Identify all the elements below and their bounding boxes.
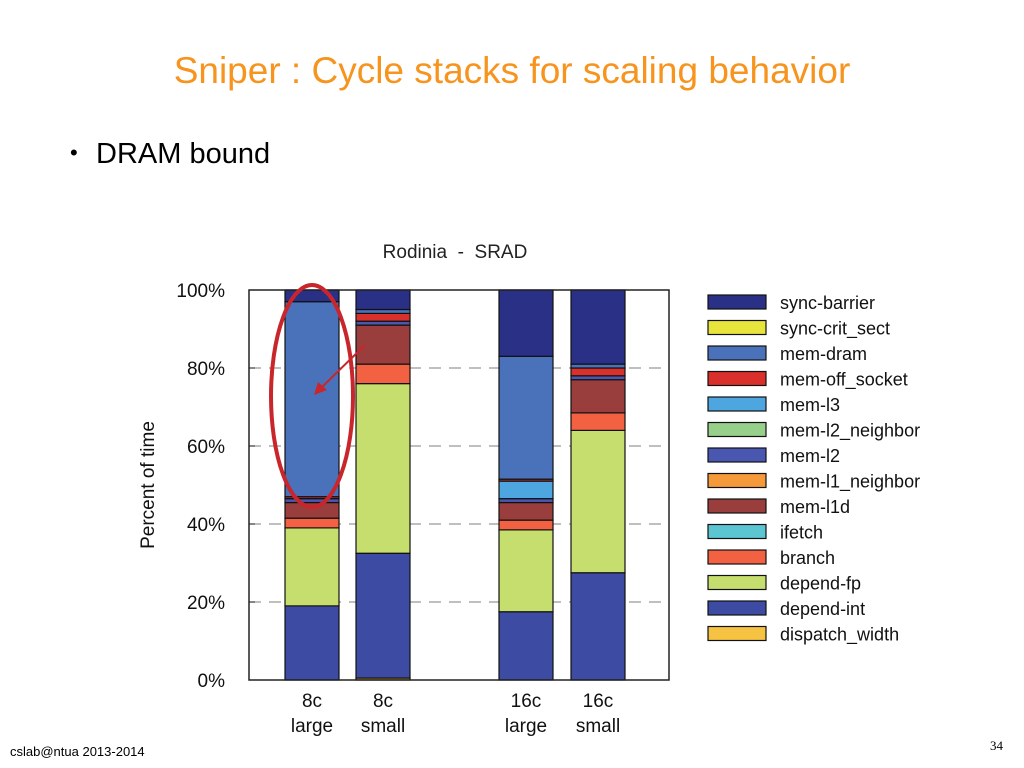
bar-segment-branch xyxy=(355,363,411,385)
y-axis-label: Percent of time xyxy=(138,421,159,549)
legend-label: mem-l3 xyxy=(780,395,840,415)
bar-segment-sync-barrier xyxy=(498,289,554,357)
legend-label: sync-crit_sect xyxy=(780,319,890,340)
y-tick-label: 100% xyxy=(176,281,225,302)
legend-label: mem-l2 xyxy=(780,446,840,466)
legend-label: depend-int xyxy=(780,599,865,619)
page-number: 34 xyxy=(990,738,1003,753)
bar-segment-mem-l1d xyxy=(284,501,340,519)
bar-segment-depend-int xyxy=(355,552,411,679)
legend-swatch xyxy=(707,421,767,438)
legend-swatch xyxy=(707,625,767,642)
legend-label: mem-dram xyxy=(780,344,867,364)
bar-segment-mem-off_socket xyxy=(570,367,626,377)
legend-label: mem-l1d xyxy=(780,497,850,517)
bar-segment-branch xyxy=(570,412,626,432)
legend-swatch xyxy=(707,498,767,514)
bar-segment-depend-fp xyxy=(570,429,626,574)
legend-swatch xyxy=(707,523,767,540)
y-tick-label: 60% xyxy=(187,437,225,458)
legend-swatch xyxy=(707,600,767,616)
x-tick-label: 16c xyxy=(511,691,542,712)
bar-segment-depend-fp xyxy=(355,383,411,554)
x-tick-label: large xyxy=(291,716,333,737)
bar-segment-sync-barrier xyxy=(355,289,411,311)
annotation xyxy=(269,283,366,509)
legend-label: depend-fp xyxy=(780,574,861,594)
legend-label: sync-barrier xyxy=(780,293,875,313)
bar-segment-branch xyxy=(284,517,340,529)
bar-segment-depend-int xyxy=(284,605,340,681)
x-tick-label: 8c xyxy=(373,691,393,712)
plot-frame xyxy=(248,289,670,681)
x-tick-label: 16c xyxy=(583,691,614,712)
bar-segment-mem-l1d xyxy=(570,379,626,414)
footer-text: cslab@ntua 2013-2014 xyxy=(10,744,145,759)
highlight-ellipse xyxy=(269,283,355,509)
y-tick-label: 0% xyxy=(198,671,226,692)
legend-label: dispatch_width xyxy=(780,625,899,646)
bar-segment-depend-int xyxy=(570,572,626,681)
y-axis-ticks: 0% 20% 40% 60% 80% 100% xyxy=(176,281,255,692)
bullet-text: DRAM bound xyxy=(96,138,271,170)
bar-segment-mem-dram xyxy=(284,301,340,498)
bar-segment-mem-off_socket xyxy=(355,312,411,322)
y-tick-label: 40% xyxy=(187,515,225,536)
legend-swatch xyxy=(707,370,767,387)
legend-label: branch xyxy=(780,548,835,568)
annotation-arrow-line xyxy=(320,344,366,389)
x-axis-ticks: 8c large 8c small 16c large 16c small xyxy=(291,691,620,737)
bar-segment-depend-int xyxy=(498,611,554,681)
y-tick-label: 20% xyxy=(187,593,225,614)
legend-swatch xyxy=(707,396,767,412)
legend-label: mem-off_socket xyxy=(780,370,908,391)
chart-title: Rodinia - SRAD xyxy=(383,242,528,263)
slide-title: Sniper : Cycle stacks for scaling behavi… xyxy=(173,50,851,91)
legend-label: ifetch xyxy=(780,523,823,543)
legend-swatch xyxy=(707,574,767,591)
x-tick-label: small xyxy=(576,716,620,737)
legend-swatch xyxy=(707,549,767,565)
bar-segment-sync-barrier xyxy=(570,289,626,365)
x-tick-label: small xyxy=(361,716,405,737)
legend: sync-barrier sync-crit_sect mem-dram mem-of… xyxy=(707,293,920,646)
bar-segment-depend-fp xyxy=(284,527,340,607)
legend-swatch xyxy=(707,345,767,361)
arrow-head-icon xyxy=(314,382,327,395)
bar-segment-depend-fp xyxy=(498,529,554,613)
legend-swatch xyxy=(707,447,767,463)
legend-label: mem-l1_neighbor xyxy=(780,472,920,493)
bar-segment-mem-dram xyxy=(498,355,554,480)
legend-swatch xyxy=(707,294,767,310)
y-tick-label: 80% xyxy=(187,359,225,380)
x-tick-label: 8c xyxy=(302,691,322,712)
bars xyxy=(284,289,626,681)
bar-segment-mem-l1d xyxy=(498,501,554,521)
legend-swatch xyxy=(707,472,767,489)
bar-segment-branch xyxy=(498,519,554,531)
legend-label: mem-l2_neighbor xyxy=(780,421,920,442)
bullet-item: • DRAM bound xyxy=(70,138,270,171)
bar-segment-mem-l3 xyxy=(498,480,554,500)
x-tick-label: large xyxy=(505,716,547,737)
legend-swatch xyxy=(707,319,767,336)
bullet-dot-icon: • xyxy=(70,140,78,165)
